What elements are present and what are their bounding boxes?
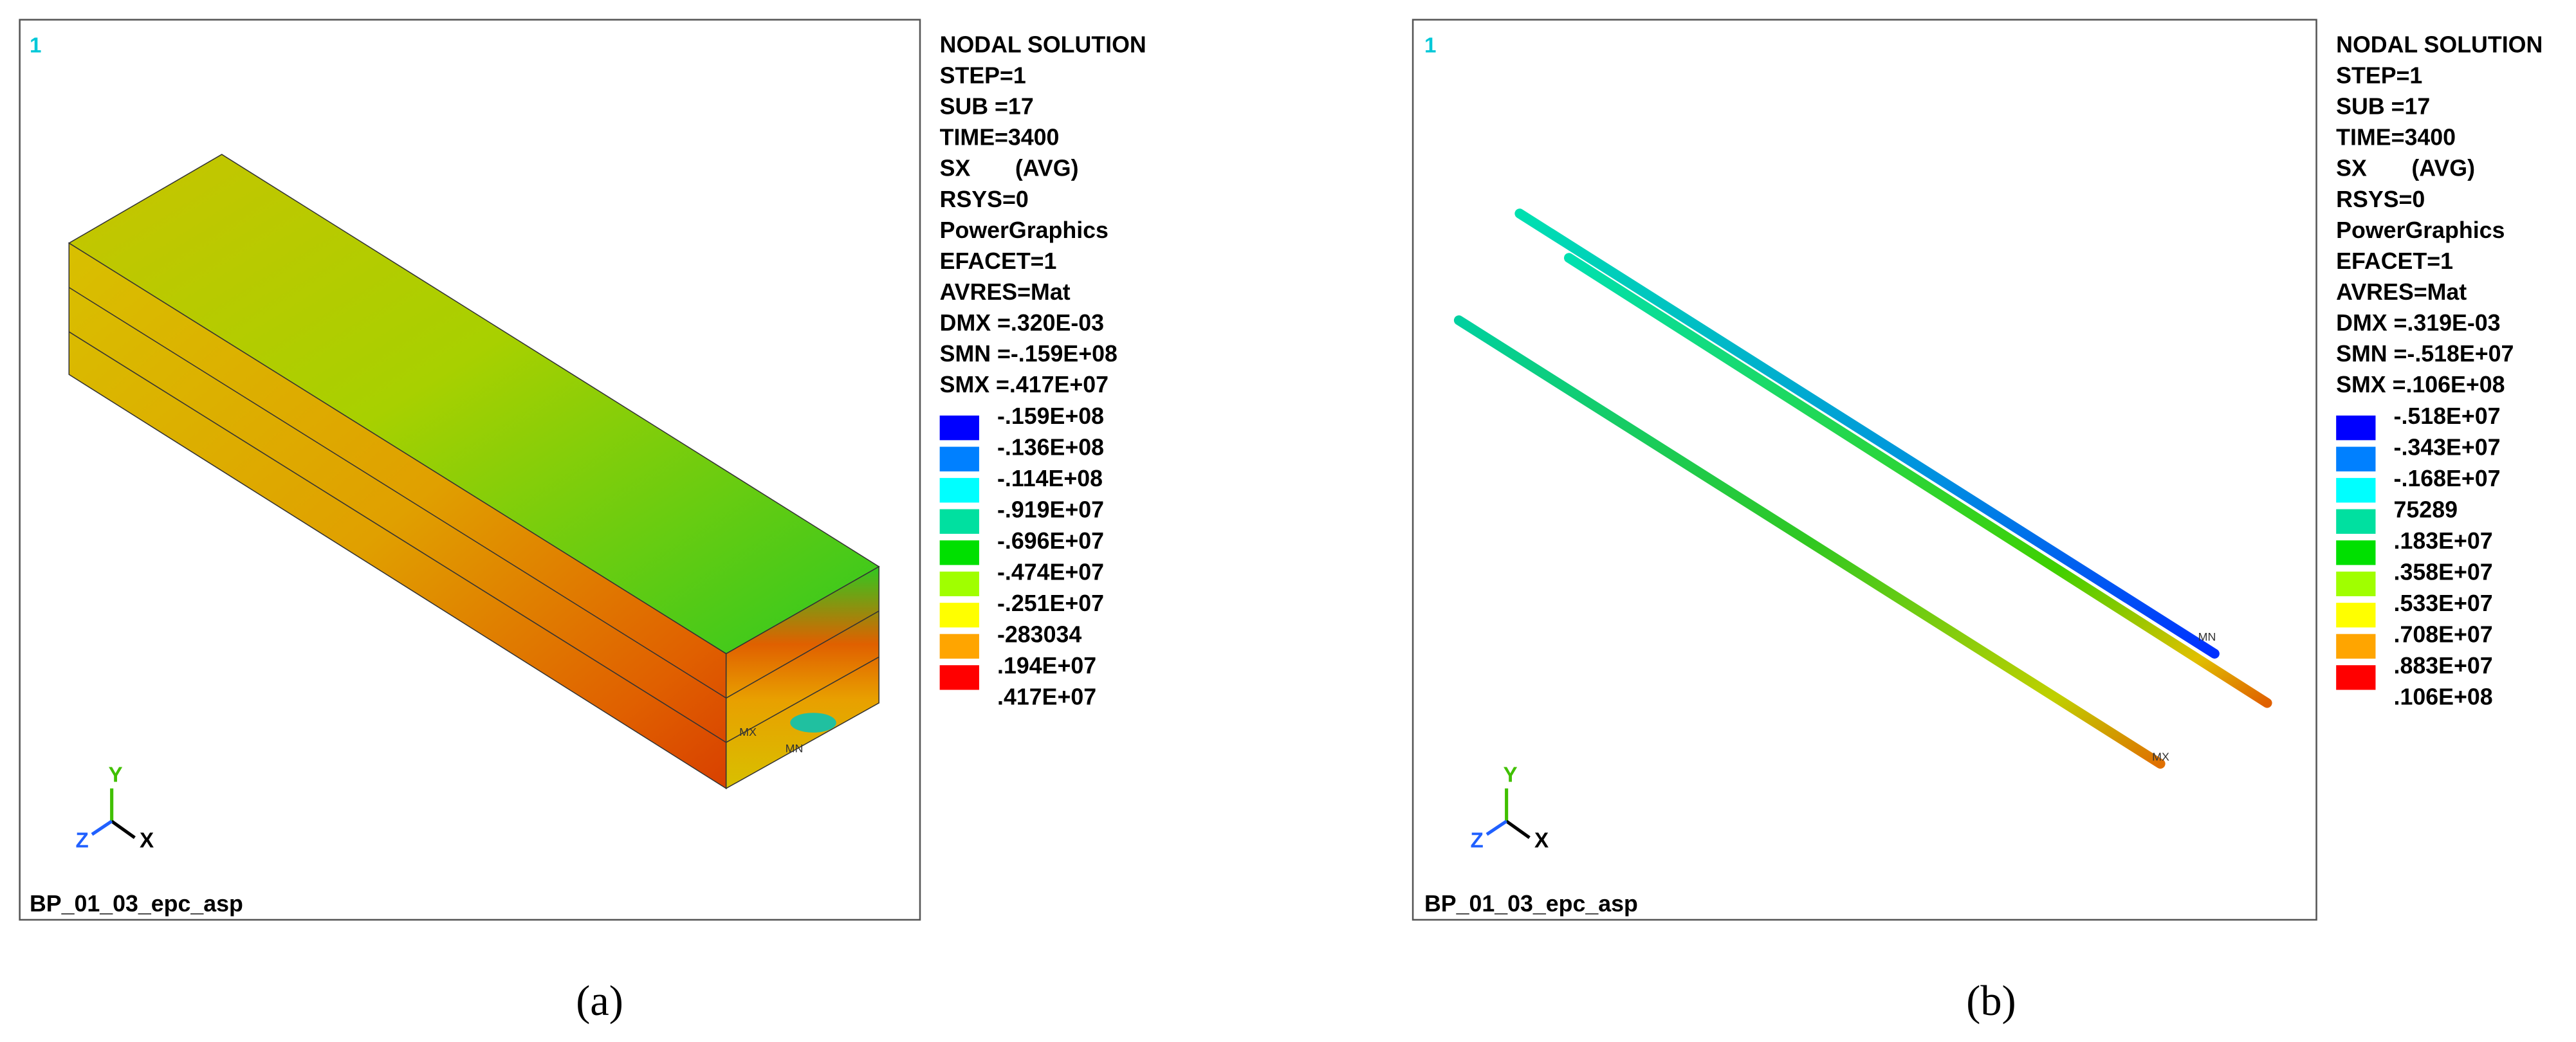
legend-label: .358E+07 [2394,559,2493,585]
caption: (a) [576,978,623,1025]
triad-y: Y [1504,763,1518,787]
footer-label: BP_01_03_epc_asp [1424,891,1638,917]
legend-swatch [939,509,979,534]
viewport-number: 1 [1424,34,1436,58]
legend-label: -283034 [997,621,1081,647]
info-line: PowerGraphics [940,217,1109,243]
info-line: SMN =-.518E+07 [2336,341,2514,367]
info-line: STEP=1 [2336,63,2422,89]
info-line: STEP=1 [940,63,1026,89]
info-line: SX (AVG) [2336,156,2475,181]
info-line: RSYS=0 [2336,187,2425,212]
rebar-model [1453,208,2272,769]
max-marker: MX [2152,750,2169,763]
info-line: EFACET=1 [940,248,1057,274]
legend-label: -.168E+07 [2394,466,2501,491]
legend-label: -.919E+07 [997,497,1104,522]
legend-swatch [939,603,979,628]
legend-swatch [939,446,979,471]
info-line: EFACET=1 [2336,248,2453,274]
legend-swatch [2336,665,2376,690]
max-marker: MX [739,726,757,738]
legend-swatch [939,540,979,565]
legend-label: 75289 [2394,497,2458,522]
legend-label: -.251E+07 [997,590,1104,616]
triad-x: X [140,829,154,853]
triad-z: Z [75,829,88,853]
footer-label: BP_01_03_epc_asp [30,891,243,917]
legend-label: -.159E+08 [997,403,1104,429]
legend-swatch [2336,634,2376,659]
beam-model [68,154,880,790]
info-line: DMX =.319E-03 [2336,310,2500,336]
info-line: NODAL SOLUTION [940,32,1146,58]
legend-label: .533E+07 [2394,590,2493,616]
legend-swatch [2336,540,2376,565]
legend-swatch [939,478,979,503]
info-line: AVRES=Mat [940,279,1071,305]
legend-swatch [939,634,979,659]
triad-x: X [1534,829,1549,853]
triad-axis [1486,819,1508,836]
legend-swatch [2336,509,2376,534]
info-line: TIME=3400 [940,125,1060,151]
legend-swatch [939,571,979,596]
legend-label: .194E+07 [997,653,1096,679]
legend-swatch [2336,416,2376,441]
legend-swatch [2336,478,2376,503]
legend-label: .106E+08 [2394,684,2493,709]
legend-swatch [2336,446,2376,471]
legend-label: -.136E+08 [997,434,1104,460]
legend-label: .417E+07 [997,684,1096,709]
legend-label: -.518E+07 [2394,403,2501,429]
legend-swatch [2336,571,2376,596]
legend-swatch [2336,603,2376,628]
legend-label: -.474E+07 [997,559,1104,585]
info-line: SMX =.417E+07 [940,372,1109,398]
min-marker: MN [786,742,804,755]
viewport-frame [1412,19,2317,921]
info-line: SMN =-.159E+08 [940,341,1118,367]
triad-z: Z [1470,829,1483,853]
legend-label: -.343E+07 [2394,434,2501,460]
legend-label: -.696E+07 [997,528,1104,554]
min-marker: MN [2198,630,2216,643]
viewport-number: 1 [30,34,41,58]
triad-axis [91,819,113,836]
info-line: NODAL SOLUTION [2336,32,2543,58]
info-line: SUB =17 [940,94,1034,120]
legend-swatch [939,416,979,441]
info-line: SX (AVG) [940,156,1079,181]
legend-swatch [939,665,979,690]
legend-label: -.114E+08 [997,466,1103,491]
caption: (b) [1966,978,2016,1025]
info-line: PowerGraphics [2336,217,2505,243]
info-line: SMX =.106E+08 [2336,372,2505,398]
info-line: TIME=3400 [2336,125,2456,151]
legend-label: .883E+07 [2394,653,2493,679]
info-line: RSYS=0 [940,187,1029,212]
legend-label: .183E+07 [2394,528,2493,554]
legend-label: .708E+07 [2394,621,2493,647]
triad-axis [111,819,136,839]
info-line: SUB =17 [2336,94,2430,120]
info-line: AVRES=Mat [2336,279,2467,305]
triad-axis [1505,819,1531,839]
info-line: DMX =.320E-03 [940,310,1104,336]
triad-y: Y [109,763,123,787]
